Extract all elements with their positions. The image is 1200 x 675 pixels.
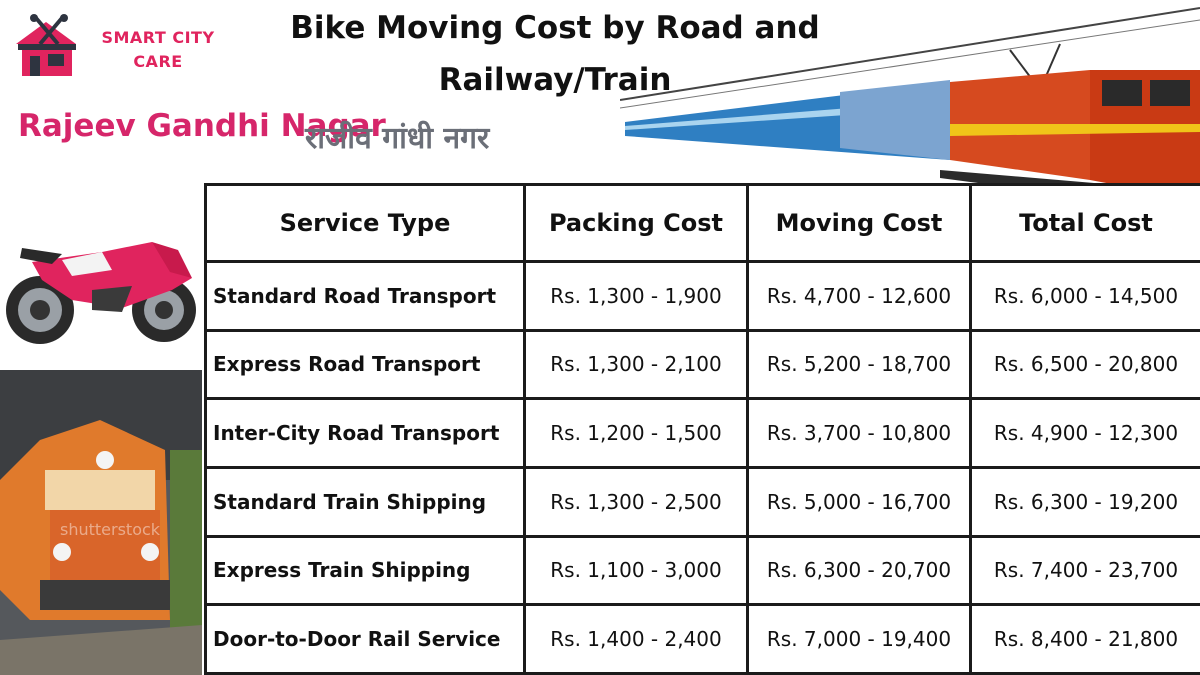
service-type-cell: Door-to-Door Rail Service <box>204 603 526 675</box>
total-cost-cell: Rs. 6,500 - 20,800 <box>969 328 1200 401</box>
service-type-cell: Express Road Transport <box>204 328 526 401</box>
packing-cost-cell: Rs. 1,400 - 2,400 <box>523 603 749 675</box>
header-packing-cost: Packing Cost <box>523 183 749 263</box>
table-row: Express Train Shipping Rs. 1,100 - 3,000… <box>204 534 1200 607</box>
service-type-cell: Standard Road Transport <box>204 260 526 332</box>
header-total-cost: Total Cost <box>969 183 1200 263</box>
moving-cost-cell: Rs. 7,000 - 19,400 <box>746 603 972 675</box>
packing-cost-cell: Rs. 1,200 - 1,500 <box>523 397 749 469</box>
table-row: Standard Train Shipping Rs. 1,300 - 2,50… <box>204 465 1200 538</box>
moving-cost-cell: Rs. 5,000 - 16,700 <box>746 465 972 538</box>
packing-cost-cell: Rs. 1,300 - 2,100 <box>523 328 749 401</box>
location-heading-hindi: राजीव गांधी नगर <box>305 121 490 156</box>
total-cost-cell: Rs. 7,400 - 23,700 <box>969 534 1200 607</box>
title-line-2: Railway/Train <box>438 62 672 98</box>
total-cost-cell: Rs. 6,300 - 19,200 <box>969 465 1200 538</box>
brand-logo: SMART CITY CARE <box>10 8 225 80</box>
moving-cost-cell: Rs. 5,200 - 18,700 <box>746 328 972 401</box>
table-row: Standard Road Transport Rs. 1,300 - 1,90… <box>204 260 1200 332</box>
header-service-type: Service Type <box>204 183 526 263</box>
packing-cost-cell: Rs. 1,100 - 3,000 <box>523 534 749 607</box>
sport-bike-image <box>6 242 196 344</box>
electric-train-image <box>620 7 1200 228</box>
packing-cost-cell: Rs. 1,300 - 2,500 <box>523 465 749 538</box>
table-row: Express Road Transport Rs. 1,300 - 2,100… <box>204 328 1200 401</box>
total-cost-cell: Rs. 8,400 - 21,800 <box>969 603 1200 675</box>
header-moving-cost: Moving Cost <box>746 183 972 263</box>
cost-table: Service Type Packing Cost Moving Cost To… <box>204 183 1200 675</box>
table-row: Door-to-Door Rail Service Rs. 1,400 - 2,… <box>204 603 1200 675</box>
watermark-text: shutterstock <box>60 520 161 539</box>
total-cost-cell: Rs. 4,900 - 12,300 <box>969 397 1200 469</box>
page-title: Bike Moving Cost by Road and Railway/Tra… <box>255 2 855 106</box>
service-type-cell: Express Train Shipping <box>204 534 526 607</box>
location-heading-english: Rajeev Gandhi Nagar <box>18 108 386 144</box>
packing-cost-cell: Rs. 1,300 - 1,900 <box>523 260 749 332</box>
house-tools-icon <box>16 14 76 76</box>
diesel-locomotive-image: shutterstock <box>0 370 202 675</box>
table-header-row: Service Type Packing Cost Moving Cost To… <box>204 183 1200 263</box>
brand-name-line1: SMART CITY <box>101 28 215 47</box>
service-type-cell: Inter-City Road Transport <box>204 397 526 469</box>
service-type-cell: Standard Train Shipping <box>204 465 526 538</box>
moving-cost-cell: Rs. 3,700 - 10,800 <box>746 397 972 469</box>
total-cost-cell: Rs. 6,000 - 14,500 <box>969 260 1200 332</box>
moving-cost-cell: Rs. 6,300 - 20,700 <box>746 534 972 607</box>
moving-cost-cell: Rs. 4,700 - 12,600 <box>746 260 972 332</box>
brand-name-line2: CARE <box>133 52 183 71</box>
title-line-1: Bike Moving Cost by Road and <box>290 10 820 46</box>
table-row: Inter-City Road Transport Rs. 1,200 - 1,… <box>204 397 1200 469</box>
